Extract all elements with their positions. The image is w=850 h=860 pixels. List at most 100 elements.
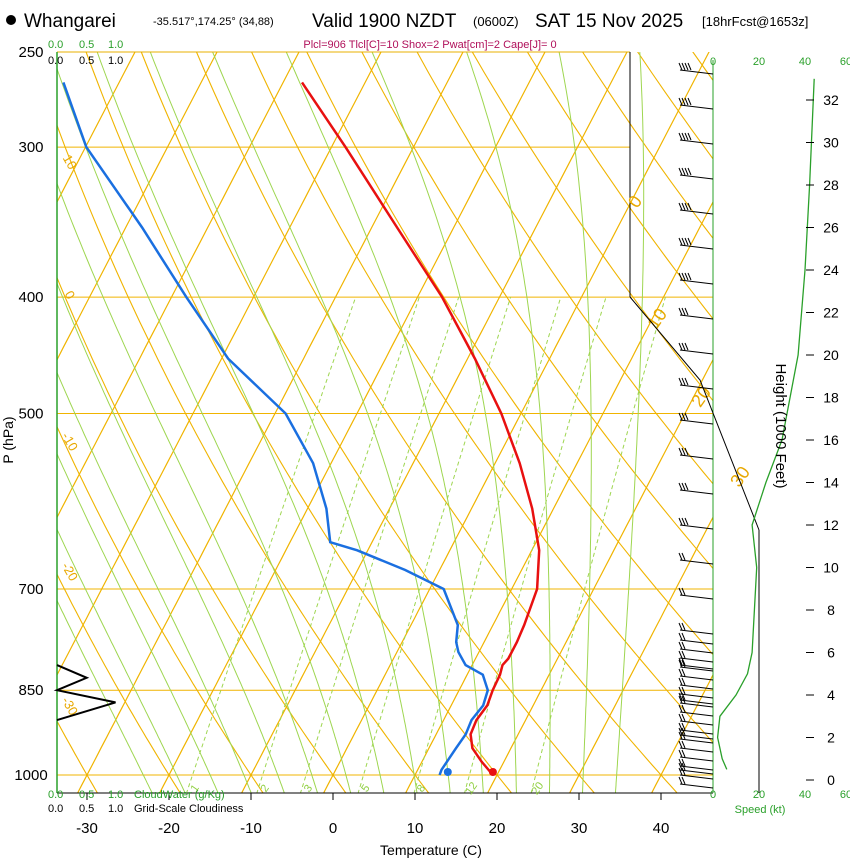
height-tick-label-22: 22 [823, 305, 839, 321]
cloud-top-tick-1: 0.5 [79, 39, 94, 51]
isotherm-40 [651, 673, 713, 793]
wind-barb-icon [678, 657, 714, 670]
height-tick-label-28: 28 [823, 177, 839, 193]
height-axis-label: Height (1000 Feet) [772, 363, 789, 488]
speed-bottom-tick-1: 20 [753, 789, 765, 801]
wind-barb-icon [678, 342, 714, 355]
dry-adiabat--30 [57, 720, 99, 793]
wind-barb-icon [678, 552, 714, 565]
p-tick-label-400: 400 [18, 289, 43, 306]
station-dot-icon [6, 15, 16, 25]
wind-barb-icon [678, 587, 714, 600]
p-tick-label-700: 700 [18, 581, 43, 598]
isotherm-20 [487, 358, 713, 793]
dry-adiabat-100 [526, 52, 713, 320]
wind-barb-icon [678, 412, 714, 425]
cloudiness-bottom-tick-0: 0.0 [48, 803, 63, 815]
p-tick-label-250: 250 [18, 44, 43, 61]
wind-barb-icon [678, 272, 714, 285]
height-tick-label-4: 4 [827, 687, 835, 703]
x-tick-label-40: 40 [653, 820, 670, 837]
height-tick-label-24: 24 [823, 262, 839, 278]
wind-barb-icon [678, 659, 714, 672]
mixing-ratio-label-12: 12 [463, 780, 480, 797]
moist-adiabat--16 [57, 528, 186, 793]
cloudiness-label: Grid-Scale Cloudiness [134, 803, 244, 815]
cloudiness-bottom-tick-1: 0.5 [79, 803, 94, 815]
valid-date: SAT 15 Nov 2025 [535, 11, 683, 32]
wind-barb-icon [678, 668, 714, 681]
speed-bottom-tick-2: 40 [799, 789, 811, 801]
thermo-background [57, 31, 850, 801]
x-tick-label-30: 30 [571, 820, 588, 837]
wind-barb-icon [678, 727, 714, 740]
wind-barb-icon [678, 447, 714, 460]
dry-adiabat-160 [842, 31, 850, 801]
mixing-ratio-line-5 [357, 296, 512, 793]
cloud-bottom-tick-0: 0.0 [48, 789, 63, 801]
cloudiness-panel [53, 664, 116, 722]
wind-barb-icon [678, 237, 714, 250]
p-tick-label-300: 300 [18, 139, 43, 156]
p-tick-label-1000: 1000 [14, 767, 47, 784]
right-isotherm-label-30: 30 [726, 463, 754, 491]
isotherm-10 [405, 200, 713, 793]
isotherm-label--20: -20 [59, 560, 81, 584]
cloudiness-top-tick-1: 0.5 [79, 55, 94, 67]
height-tick-label-18: 18 [823, 390, 839, 406]
wind-barb-icon [678, 713, 714, 726]
mixing-ratio-labels: 1 2 3 5 8 12 20 [188, 780, 546, 797]
wind-barb-icon [678, 202, 714, 215]
wind-barb-icon [678, 722, 714, 735]
wind-panel [629, 60, 815, 793]
moist-adiabat-0 [57, 182, 319, 793]
dewpoint-line [62, 81, 490, 776]
wind-barb-icon [678, 517, 714, 530]
dry-adiabat-70 [361, 52, 713, 570]
isotherm--60 [57, 52, 218, 362]
mixing-ratio-line-3 [299, 296, 460, 793]
wind-barb-icon [678, 167, 714, 180]
mixing-ratio-line-1 [186, 296, 357, 793]
isotherm--30 [77, 52, 464, 793]
moist-adiabat-36 [614, 52, 645, 793]
wind-barb-icon [678, 307, 714, 320]
y-axis-label: P (hPa) [0, 416, 16, 463]
dry-adiabat--20 [57, 573, 181, 793]
wind-barb-icon [678, 632, 714, 645]
wind-barb-icon [678, 740, 714, 753]
height-tick-label-32: 32 [823, 92, 839, 108]
moist-adiabat--8 [57, 371, 252, 793]
cloudiness-top-tick-2: 1.0 [108, 55, 123, 67]
wind-barb-icon [678, 622, 714, 635]
mixing-ratio-label-2: 2 [258, 783, 271, 795]
x-tick-label-0: 0 [329, 820, 337, 837]
cloud-bottom-tick-2: 1.0 [108, 789, 123, 801]
dry-adiabat-80 [416, 52, 713, 485]
cloud-top-tick-2: 1.0 [108, 39, 123, 51]
x-axis-label: Temperature (C) [380, 842, 482, 858]
isotherm-label-10: 10 [60, 152, 80, 172]
height-pressure-curve [629, 296, 760, 531]
speed-bottom-tick-3: 60 [840, 789, 850, 801]
speed-top-tick-1: 20 [753, 56, 765, 68]
surface-temperature-marker [488, 768, 497, 776]
wind-barb-icon [678, 686, 714, 699]
isotherm-label--10: -10 [59, 430, 81, 454]
pressure-axis: 250 300 400 500 700 850 1000 [14, 44, 47, 784]
mixing-ratio-line-8 [413, 296, 562, 793]
dry-adiabat-150 [787, 31, 850, 801]
mixing-ratio-line-2 [256, 296, 420, 793]
speed-top-tick-3: 60 [840, 56, 850, 68]
wind-barb-icon [678, 767, 714, 780]
mixing-ratio-label-3: 3 [302, 783, 315, 795]
dry-adiabat-90 [471, 52, 713, 402]
x-tick-label-10: 10 [407, 820, 424, 837]
height-tick-label-10: 10 [823, 560, 839, 576]
temperature-line [300, 81, 541, 776]
cloud-axis-top: 0.0 0.5 1.0 0.0 0.5 1.0 [48, 39, 123, 67]
speed-axis-label: Speed (kt) [735, 804, 786, 816]
moist-adiabat-12 [149, 52, 418, 793]
